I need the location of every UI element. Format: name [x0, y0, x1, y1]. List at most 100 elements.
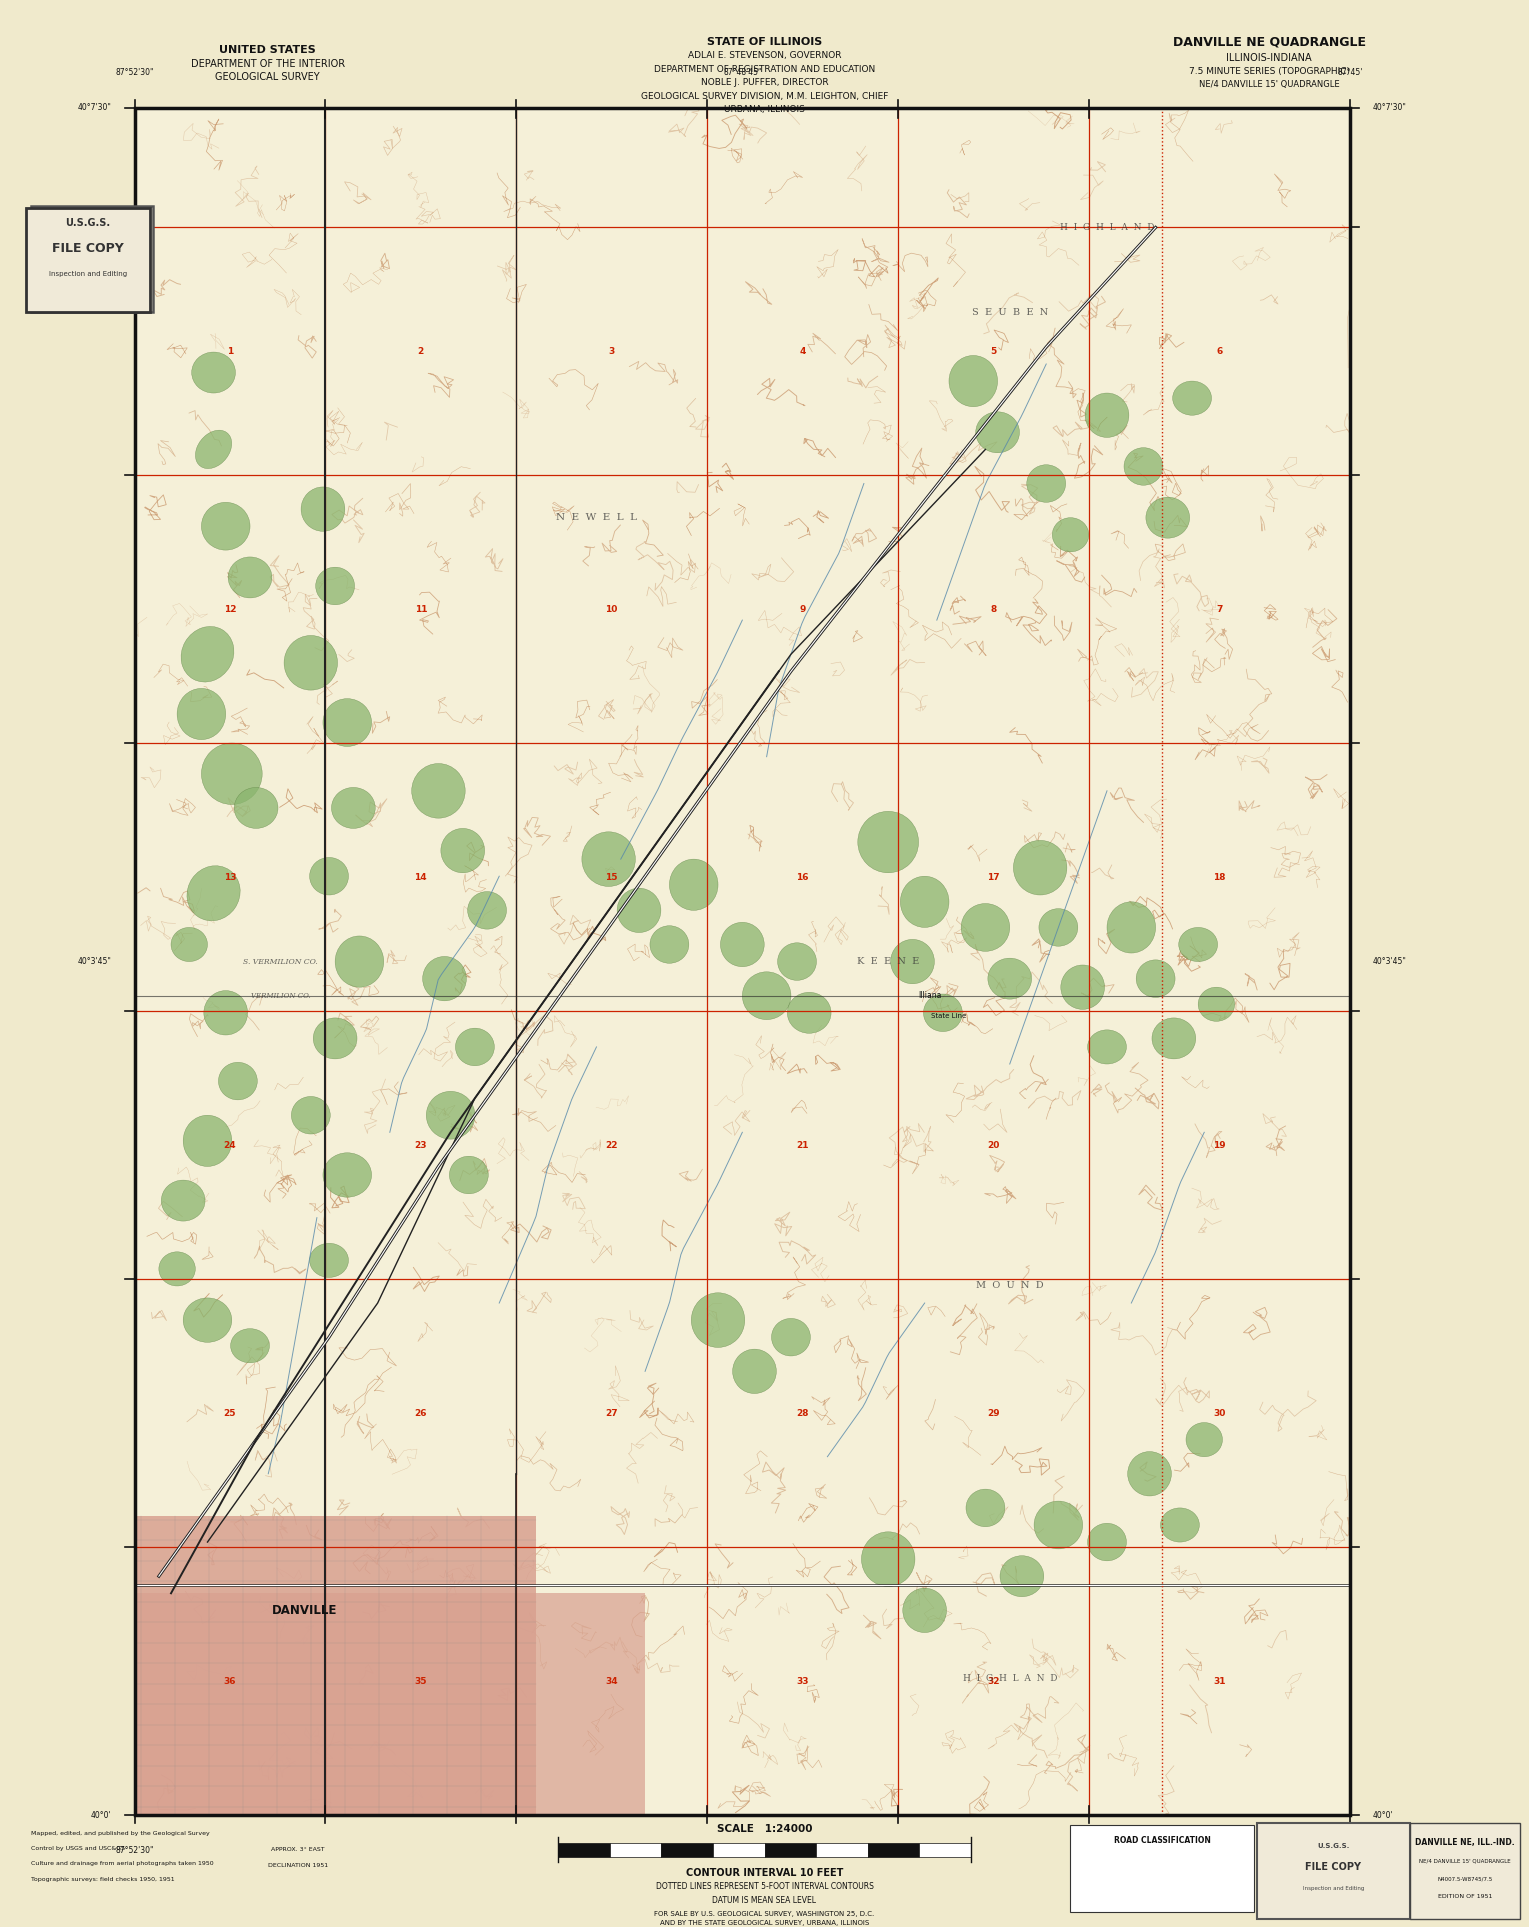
Text: CONTOUR INTERVAL 10 FEET: CONTOUR INTERVAL 10 FEET: [687, 1867, 842, 1879]
Ellipse shape: [1014, 840, 1067, 894]
Ellipse shape: [1124, 447, 1164, 486]
Bar: [1410, 1823, 1520, 1919]
Text: 40°0': 40°0': [1373, 1811, 1393, 1819]
Ellipse shape: [284, 636, 338, 690]
Ellipse shape: [335, 937, 384, 987]
Text: 35: 35: [414, 1676, 427, 1686]
Text: DEPARTMENT OF REGISTRATION AND EDUCATION: DEPARTMENT OF REGISTRATION AND EDUCATION: [654, 66, 875, 73]
Ellipse shape: [1087, 1029, 1127, 1064]
Text: 30: 30: [1212, 1409, 1226, 1418]
Ellipse shape: [1136, 960, 1176, 998]
Ellipse shape: [1061, 965, 1104, 1010]
Bar: [135, 108, 1350, 1815]
Text: 33: 33: [797, 1676, 809, 1686]
Ellipse shape: [583, 832, 636, 886]
Ellipse shape: [1107, 902, 1156, 954]
Ellipse shape: [313, 1017, 356, 1060]
Bar: [868, 1842, 919, 1858]
Text: State Line: State Line: [931, 1014, 966, 1019]
Text: 28: 28: [797, 1409, 809, 1418]
Ellipse shape: [670, 859, 719, 910]
Text: 87°48'45": 87°48'45": [723, 67, 761, 77]
Ellipse shape: [171, 927, 208, 962]
Text: 40°3'45": 40°3'45": [78, 958, 112, 965]
Text: 19: 19: [1212, 1141, 1226, 1150]
Ellipse shape: [902, 1588, 946, 1632]
Ellipse shape: [1199, 987, 1234, 1021]
Ellipse shape: [861, 1532, 914, 1586]
Text: 29: 29: [988, 1409, 1000, 1418]
Ellipse shape: [228, 557, 272, 597]
Text: 17: 17: [988, 873, 1000, 881]
Text: 26: 26: [414, 1409, 427, 1418]
Text: 2: 2: [417, 347, 424, 356]
Text: 22: 22: [605, 1141, 618, 1150]
Text: ROAD CLASSIFICATION: ROAD CLASSIFICATION: [1113, 1836, 1211, 1844]
Ellipse shape: [450, 1156, 488, 1193]
Ellipse shape: [1187, 1422, 1223, 1457]
Bar: [558, 1842, 610, 1858]
Ellipse shape: [234, 788, 278, 829]
Ellipse shape: [161, 1179, 205, 1222]
Ellipse shape: [203, 990, 248, 1035]
Text: U.S.G.S.: U.S.G.S.: [1316, 1842, 1350, 1850]
Text: DECLINATION 1951: DECLINATION 1951: [268, 1863, 329, 1867]
Text: K  E  E  N  E: K E E N E: [858, 958, 919, 965]
Text: 9: 9: [800, 605, 806, 613]
Text: EDITION OF 1951: EDITION OF 1951: [1437, 1894, 1492, 1898]
Text: Illiana: Illiana: [919, 990, 942, 1000]
Ellipse shape: [292, 1096, 330, 1133]
Ellipse shape: [962, 904, 1009, 952]
Text: 10: 10: [605, 605, 618, 613]
Text: 40°3'45": 40°3'45": [1373, 958, 1407, 965]
Ellipse shape: [202, 503, 251, 549]
Ellipse shape: [159, 1253, 196, 1285]
Text: 27: 27: [605, 1409, 618, 1418]
Text: GEOLOGICAL SURVEY DIVISION, M.M. LEIGHTON, CHIEF: GEOLOGICAL SURVEY DIVISION, M.M. LEIGHTO…: [641, 92, 888, 100]
Ellipse shape: [890, 938, 934, 985]
Text: 18: 18: [1212, 873, 1226, 881]
Text: U.S.G.S.: U.S.G.S.: [75, 237, 109, 245]
Ellipse shape: [966, 1490, 1005, 1526]
Ellipse shape: [1038, 910, 1078, 946]
Text: 32: 32: [988, 1676, 1000, 1686]
Text: 87°45': 87°45': [1338, 67, 1362, 77]
Text: 23: 23: [414, 1141, 427, 1150]
Ellipse shape: [315, 567, 355, 605]
Ellipse shape: [1173, 382, 1211, 414]
Ellipse shape: [309, 858, 349, 894]
Ellipse shape: [1027, 464, 1066, 503]
Ellipse shape: [1087, 1522, 1127, 1561]
Text: NE/4 DANVILLE 15' QUADRANGLE: NE/4 DANVILLE 15' QUADRANGLE: [1419, 1860, 1511, 1863]
Ellipse shape: [1034, 1501, 1083, 1549]
Text: Inspection and Editing: Inspection and Editing: [49, 272, 127, 277]
Text: 34: 34: [605, 1676, 618, 1686]
Text: APPROX. 3° EAST: APPROX. 3° EAST: [271, 1848, 326, 1852]
Text: DATUM IS MEAN SEA LEVEL: DATUM IS MEAN SEA LEVEL: [713, 1896, 816, 1904]
Ellipse shape: [1179, 927, 1217, 962]
Ellipse shape: [180, 626, 234, 682]
Text: H  I  G  H  L  A  N  D: H I G H L A N D: [962, 1675, 1057, 1682]
Text: DANVILLE NE QUADRANGLE: DANVILLE NE QUADRANGLE: [1173, 37, 1365, 48]
Ellipse shape: [1151, 1017, 1196, 1060]
Ellipse shape: [323, 700, 372, 746]
Ellipse shape: [924, 994, 962, 1031]
Text: 13: 13: [223, 873, 235, 881]
Bar: [713, 1842, 764, 1858]
Text: N4007.5-W8745/7.5: N4007.5-W8745/7.5: [1437, 1877, 1492, 1881]
Ellipse shape: [231, 1328, 269, 1362]
Ellipse shape: [177, 688, 226, 740]
Text: AND BY THE STATE GEOLOGICAL SURVEY, URBANA, ILLINOIS: AND BY THE STATE GEOLOGICAL SURVEY, URBA…: [661, 1919, 868, 1927]
Text: M  O  U  N  D: M O U N D: [976, 1281, 1044, 1291]
Ellipse shape: [202, 744, 261, 804]
Ellipse shape: [787, 992, 832, 1033]
Ellipse shape: [427, 1091, 476, 1139]
Ellipse shape: [691, 1293, 745, 1347]
Text: 40°0': 40°0': [92, 1811, 112, 1819]
Ellipse shape: [440, 829, 485, 873]
Ellipse shape: [183, 1116, 232, 1166]
Ellipse shape: [191, 353, 235, 393]
Text: URBANA, ILLINOIS: URBANA, ILLINOIS: [725, 106, 804, 114]
Bar: [135, 1517, 535, 1815]
Text: Mapped, edited, and published by the Geological Survey: Mapped, edited, and published by the Geo…: [31, 1831, 209, 1836]
